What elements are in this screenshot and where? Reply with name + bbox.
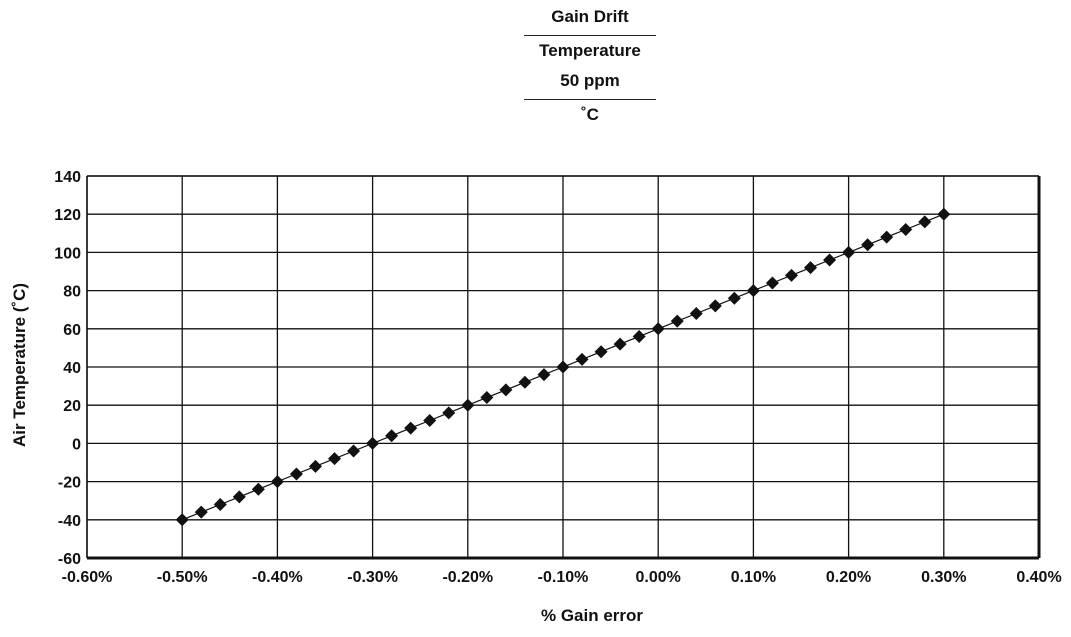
data-point-marker bbox=[518, 375, 532, 389]
data-point-marker bbox=[194, 505, 208, 519]
data-point-marker bbox=[804, 261, 818, 275]
x-tick-label: 0.20% bbox=[826, 569, 871, 586]
data-point-marker bbox=[880, 230, 894, 244]
data-point-marker bbox=[823, 253, 837, 267]
data-point-marker bbox=[784, 268, 798, 282]
x-tick-label: 0.00% bbox=[636, 569, 681, 586]
data-point-marker bbox=[404, 421, 418, 435]
y-tick-label: 100 bbox=[54, 245, 81, 262]
data-point-marker bbox=[251, 482, 265, 496]
data-point-marker bbox=[670, 314, 684, 328]
x-tick-label: 0.30% bbox=[921, 569, 966, 586]
data-point-marker bbox=[328, 452, 342, 466]
y-tick-label: 140 bbox=[54, 169, 81, 186]
data-point-marker bbox=[765, 276, 779, 290]
data-point-marker bbox=[689, 307, 703, 321]
y-tick-label: 20 bbox=[63, 398, 81, 415]
data-point-marker bbox=[442, 406, 456, 420]
data-point-marker bbox=[366, 436, 380, 450]
chart-title: Gain Drift Temperature 50 ppm ˚C bbox=[510, 2, 670, 130]
y-tick-label: 60 bbox=[63, 322, 81, 339]
data-point-marker bbox=[537, 368, 551, 382]
x-tick-label: -0.40% bbox=[252, 569, 303, 586]
title-line-2: Temperature bbox=[539, 41, 641, 60]
data-point-marker bbox=[270, 475, 284, 489]
data-point-marker bbox=[385, 429, 399, 443]
data-point-marker bbox=[213, 498, 227, 512]
title-line-1: Gain Drift bbox=[551, 7, 629, 26]
data-point-marker bbox=[708, 299, 722, 313]
data-point-marker bbox=[423, 413, 437, 427]
data-point-marker bbox=[480, 391, 494, 405]
data-point-marker bbox=[175, 513, 189, 527]
title-line-4: ˚C bbox=[581, 105, 599, 124]
y-tick-label: -20 bbox=[58, 475, 81, 492]
y-tick-label: 120 bbox=[54, 207, 81, 224]
data-point-marker bbox=[861, 238, 875, 252]
data-point-marker bbox=[594, 345, 608, 359]
y-tick-label: 40 bbox=[63, 360, 81, 377]
data-point-marker bbox=[632, 329, 646, 343]
data-point-marker bbox=[918, 215, 932, 229]
x-tick-label: -0.30% bbox=[347, 569, 398, 586]
y-tick-label: 80 bbox=[63, 284, 81, 301]
data-point-marker bbox=[727, 291, 741, 305]
x-tick-label: -0.50% bbox=[157, 569, 208, 586]
y-tick-label: -60 bbox=[58, 551, 81, 568]
x-axis-label: % Gain error bbox=[540, 606, 644, 625]
y-tick-label: 0 bbox=[72, 436, 81, 453]
x-tick-label: -0.10% bbox=[538, 569, 589, 586]
data-point-marker bbox=[556, 360, 570, 374]
title-line-3: 50 ppm bbox=[560, 71, 620, 90]
data-point-marker bbox=[746, 284, 760, 298]
data-point-marker bbox=[499, 383, 513, 397]
data-point-marker bbox=[575, 352, 589, 366]
x-tick-label: 0.10% bbox=[731, 569, 776, 586]
data-point-marker bbox=[937, 207, 951, 221]
data-point-marker bbox=[347, 444, 361, 458]
data-point-marker bbox=[899, 222, 913, 236]
data-point-marker bbox=[613, 337, 627, 351]
x-tick-label: -0.60% bbox=[62, 569, 113, 586]
title-rule-1 bbox=[524, 35, 656, 36]
data-point-marker bbox=[842, 245, 856, 259]
data-point-marker bbox=[651, 322, 665, 336]
data-point-marker bbox=[308, 459, 322, 473]
y-tick-label: -40 bbox=[58, 513, 81, 530]
x-tick-label: -0.20% bbox=[442, 569, 493, 586]
data-point-marker bbox=[289, 467, 303, 481]
data-point-marker bbox=[232, 490, 246, 504]
title-rule-2 bbox=[524, 99, 656, 100]
x-tick-label: 0.40% bbox=[1016, 569, 1061, 586]
data-point-marker bbox=[461, 398, 475, 412]
